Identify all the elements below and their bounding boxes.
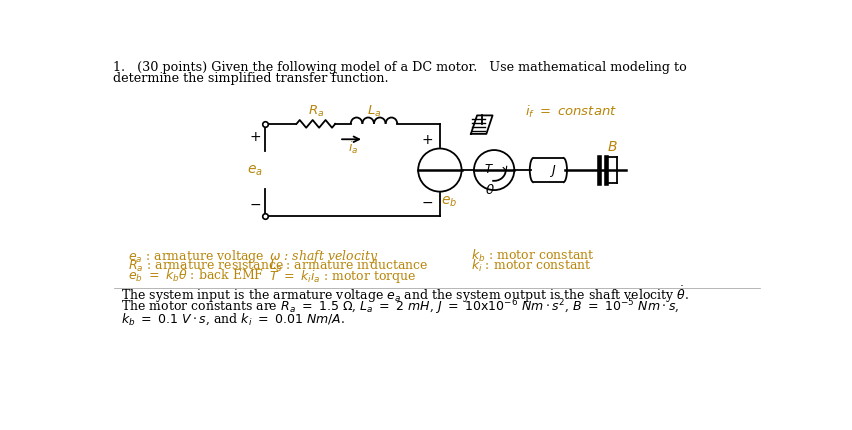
Text: $L_a$ : armature inductance: $L_a$ : armature inductance — [269, 257, 429, 273]
Text: $T$: $T$ — [483, 163, 493, 175]
Text: $+$: $+$ — [421, 133, 433, 147]
Text: $e_b$: $e_b$ — [440, 194, 457, 209]
Text: $k_b \ = \ 0.1\ V\cdot s$, and $k_i \ = \ 0.01\ Nm/A$.: $k_b \ = \ 0.1\ V\cdot s$, and $k_i \ = … — [120, 311, 344, 326]
Text: $R_a$: $R_a$ — [308, 103, 324, 118]
Text: $k_i$ : motor constant: $k_i$ : motor constant — [470, 257, 590, 273]
Text: The system input is the armature voltage $e_a$ and the system output is the shaf: The system input is the armature voltage… — [120, 283, 688, 304]
Text: $T \ = \ k_i i_a$ : motor torque: $T \ = \ k_i i_a$ : motor torque — [269, 267, 417, 284]
Text: 1.   (30 points) Given the following model of a DC motor.   Use mathematical mod: 1. (30 points) Given the following model… — [112, 61, 686, 74]
Text: $+$: $+$ — [248, 130, 261, 144]
Text: $k_b$ : motor constant: $k_b$ : motor constant — [470, 247, 594, 263]
Text: $e_a$ : armature voltage: $e_a$ : armature voltage — [128, 247, 264, 264]
Text: $L_a$: $L_a$ — [366, 103, 381, 118]
Text: $e_a$: $e_a$ — [246, 163, 262, 178]
Text: determine the simplified transfer function.: determine the simplified transfer functi… — [112, 71, 388, 85]
Text: $e_b \ = \ k_b\dot{\theta}$ : back EMF: $e_b \ = \ k_b\dot{\theta}$ : back EMF — [128, 264, 264, 283]
Text: $i_a$: $i_a$ — [348, 140, 358, 156]
Text: $\omega$ : shaft velocity: $\omega$ : shaft velocity — [269, 247, 378, 264]
Text: $-$: $-$ — [248, 196, 261, 210]
Text: $-$: $-$ — [421, 194, 433, 209]
Text: $\theta$: $\theta$ — [485, 182, 495, 196]
Text: $B$: $B$ — [606, 140, 617, 154]
Text: The motor constants are $R_a \ = \ 1.5\ \Omega$, $L_a \ = \ 2\ mH$, $J \ = \ 10\: The motor constants are $R_a \ = \ 1.5\ … — [120, 297, 678, 316]
Text: $R_a$ : armature resistance: $R_a$ : armature resistance — [128, 257, 285, 273]
Text: $J$: $J$ — [548, 163, 556, 178]
Text: $i_f \ = \ constant$: $i_f \ = \ constant$ — [525, 104, 617, 120]
